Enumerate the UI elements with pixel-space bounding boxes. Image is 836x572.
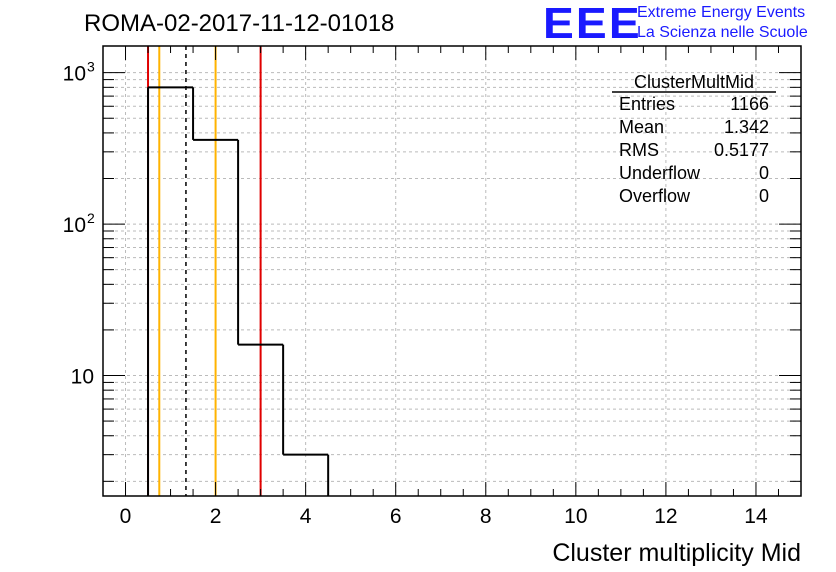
chart-title: ROMA-02-2017-11-12-01018 bbox=[84, 10, 395, 37]
eee-logo: EEE Extreme Energy Events La Scienza nel… bbox=[543, 0, 833, 48]
stats-title: ClusterMultMid bbox=[634, 72, 754, 92]
stats-row-value: 0 bbox=[759, 186, 769, 206]
x-tick-label: 10 bbox=[564, 505, 587, 528]
stats-row-label: Mean bbox=[619, 117, 664, 137]
logo-text-line2: La Scienza nelle Scuole bbox=[637, 24, 808, 41]
stats-row-value: 0 bbox=[759, 163, 769, 183]
stats-row-label: Underflow bbox=[619, 163, 701, 183]
stats-row-value: 1.342 bbox=[724, 117, 769, 137]
x-tick-label: 2 bbox=[210, 505, 222, 528]
x-tick-label: 0 bbox=[120, 505, 132, 528]
x-tick-label: 6 bbox=[390, 505, 402, 528]
x-axis-label: Cluster multiplicity Mid bbox=[552, 539, 801, 567]
eee-logo-mark: EEE bbox=[543, 0, 642, 48]
y-tick-label: 10 bbox=[63, 214, 86, 237]
x-tick-label: 8 bbox=[480, 505, 492, 528]
marker-lines bbox=[147, 46, 262, 496]
y-tick-label-exponent: 2 bbox=[87, 210, 95, 226]
plot-frame bbox=[102, 45, 802, 497]
x-tick-label: 14 bbox=[744, 505, 768, 528]
y-tick-label-exponent: 3 bbox=[87, 59, 95, 75]
stats-row-label: Entries bbox=[619, 94, 675, 114]
histogram-bins bbox=[147, 86, 330, 496]
y-tick-label: 10 bbox=[63, 63, 86, 86]
stats-row-value: 0.5177 bbox=[714, 140, 769, 160]
y-tick-label: 10 bbox=[71, 365, 94, 388]
axes-frame bbox=[102, 45, 802, 497]
grid-lines bbox=[103, 46, 801, 496]
stats-row-label: Overflow bbox=[619, 186, 691, 206]
logo-text-line1: Extreme Energy Events bbox=[637, 4, 806, 21]
stats-row-value: 1166 bbox=[730, 94, 769, 114]
x-tick-label: 12 bbox=[654, 505, 677, 528]
x-tick-label: 4 bbox=[300, 505, 312, 528]
axis-ticks bbox=[102, 46, 802, 496]
stats-row-label: RMS bbox=[619, 140, 659, 160]
